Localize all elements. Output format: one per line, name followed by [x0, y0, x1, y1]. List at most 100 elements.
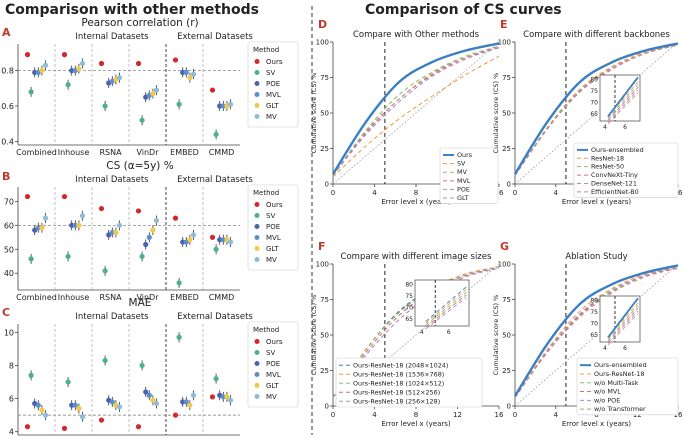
point-B-glt-rsna [113, 229, 119, 236]
point-B-poe-inhouse [69, 222, 75, 228]
point-A-sv-inhouse [65, 82, 71, 88]
curve-G-ours-resnet-18 [514, 266, 679, 398]
point-C-mvl-embed [183, 399, 189, 405]
point-C-mvl-rsna [109, 399, 115, 405]
diagonal-line-G [514, 263, 679, 407]
point-A-poe-embed [180, 69, 186, 75]
point-C-mv-embed [190, 392, 197, 398]
inset-curve-E [607, 76, 639, 117]
legend-box-F [335, 357, 483, 408]
y-tick-label-B: 60 [4, 221, 14, 230]
legend-label-F: Ours-ResNet-18 (256×128) [353, 397, 440, 405]
point-C-ours-cmmd [209, 394, 216, 400]
x-tick-label-A: Inhouse [58, 148, 90, 157]
panel-letter-B: B [2, 170, 10, 183]
legend-label-C-mvl: MVL [266, 371, 281, 379]
point-A-glt-vindr [150, 91, 156, 97]
legend-label-C-poe: POE [266, 360, 280, 368]
point-C-mv-combined [42, 412, 49, 418]
group-label-internal: Internal Datasets [75, 175, 149, 185]
point-B-glt-embed [187, 237, 193, 243]
x-axis-label-F: Error level x (years) [381, 420, 451, 428]
point-B-ours-vindr [135, 208, 142, 214]
point-A-sv-cmmd [213, 131, 219, 137]
y-tick-label-A: 0.4 [1, 137, 14, 146]
inset-curve-E [607, 92, 639, 125]
point-A-ours-rsna [98, 60, 105, 67]
inset-curve-F [425, 291, 467, 326]
y-tick-label-F: 0 [325, 403, 329, 411]
legend-label-B-ours: Ours [266, 201, 283, 209]
point-B-mvl-rsna [109, 229, 115, 236]
point-C-mv-rsna [116, 404, 123, 410]
y-tick-label-B: 40 [4, 269, 14, 278]
x-tick-label-D: 8 [414, 189, 418, 197]
point-C-glt-embed [187, 402, 193, 408]
point-B-mv-vindr [153, 217, 160, 224]
legend-marker-A-mv [254, 114, 260, 119]
curve-D-ours [331, 42, 500, 175]
legend-marker-A-mvl [254, 92, 260, 97]
legend-label-E: DenseNet-121 [591, 179, 637, 187]
x-tick-label-F: 0 [331, 411, 335, 419]
point-C-mvl-vindr [146, 392, 152, 398]
legend-box-G [576, 357, 679, 416]
group-label-external: External Datasets [177, 175, 253, 185]
point-A-mv-vindr [153, 87, 160, 93]
point-B-glt-combined [39, 225, 45, 231]
legend-marker-A-sv [254, 70, 260, 75]
legend-label-F: Ours-ResNet-18 (512×256) [353, 388, 440, 396]
point-C-glt-combined [39, 407, 45, 413]
inset-y-tick-label-E: 70 [590, 100, 598, 107]
legend-label-E: ResNet-50 [591, 163, 624, 171]
legend-marker-B-mvl [254, 235, 260, 240]
point-C-ours-embed [172, 412, 179, 418]
group-label-internal: Internal Datasets [75, 32, 149, 42]
y-axis-label-G: Cumulative score (CS) % [492, 295, 500, 376]
legend-label-B-glt: GLT [266, 245, 279, 253]
inset-curve-G [607, 313, 639, 346]
legend-title-B: Method [253, 189, 279, 197]
inset-x-tick-label-E: 6 [623, 124, 627, 131]
right-title: Comparison of CS curves [365, 2, 562, 18]
y-tick-label-B: 70 [4, 197, 14, 206]
inset-y-tick-label-G: 75 [590, 309, 598, 316]
x-tick-label-D: 0 [331, 189, 335, 197]
point-B-poe-embed [180, 239, 186, 245]
y-tick-label-A: 0.6 [1, 102, 14, 111]
legend-label-G: w/o MVL [594, 388, 621, 396]
inset-box-F [414, 279, 470, 327]
point-A-glt-inhouse [76, 66, 82, 72]
x-axis-label-G: Error level x (years) [562, 420, 632, 428]
legend-label-D: SV [457, 160, 466, 168]
x-tick-label-E: 0 [513, 189, 517, 197]
inset-y-tick-label-F: 70 [405, 305, 413, 312]
left-title: Comparison with other methods [5, 2, 259, 18]
panel-title-F: Compare with different image sizes [341, 252, 492, 262]
legend-marker-C-poe [254, 361, 260, 366]
legend-label-C-glt: GLT [266, 382, 279, 390]
legend-label-G: w/o POE [594, 396, 620, 404]
inset-x-tick-label-F: 6 [447, 329, 451, 336]
legend-label-D: MV [457, 168, 468, 176]
point-A-poe-inhouse [69, 67, 75, 74]
point-C-glt-vindr [150, 397, 156, 403]
panel-letter-A: A [2, 26, 11, 39]
point-B-ours-embed [172, 215, 179, 221]
inset-curve-F [425, 286, 467, 322]
x-tick-label-F: 4 [372, 411, 377, 419]
point-B-poe-cmmd [217, 237, 223, 243]
legend-label-C-ours: Ours [266, 338, 283, 346]
point-C-sv-vindr [139, 362, 145, 369]
legend-label-A-poe: POE [266, 80, 280, 88]
chart-layer: A Pearson correlation (r) Internal Dataset… [1, 17, 683, 439]
x-tick-label-A: RSNA [99, 148, 122, 157]
legend-label-D: Ours [457, 151, 473, 159]
x-tick-label-A: EMBED [170, 148, 199, 157]
point-B-sv-cmmd [213, 246, 219, 252]
legend-label-G: Ours-ResNet-18 [594, 370, 644, 378]
legend-label-A-ours: Ours [266, 58, 283, 66]
x-tick-label-G: 0 [513, 411, 517, 419]
panel-title-A: Pearson correlation (r) [81, 17, 198, 29]
point-A-mv-cmmd [227, 101, 234, 107]
